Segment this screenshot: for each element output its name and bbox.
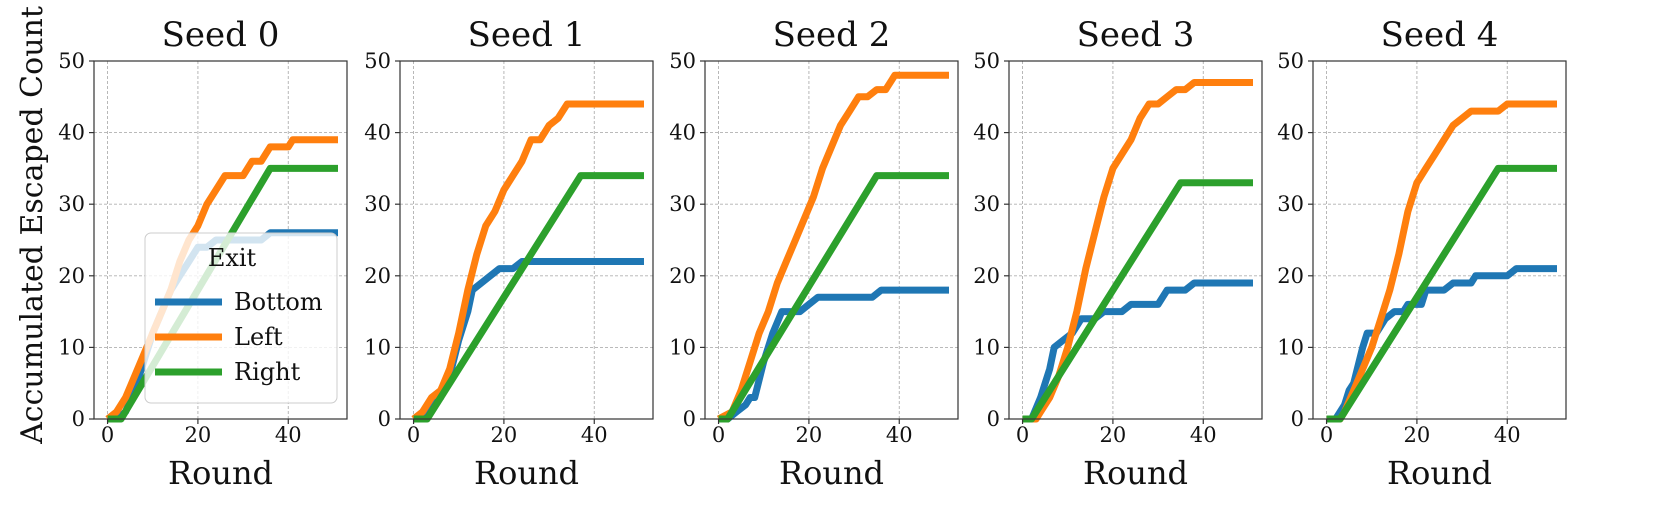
x-tick-label: 40 [886, 423, 913, 447]
legend: Exit Bottom Left Right [144, 232, 338, 404]
plot-frame [399, 60, 654, 420]
series-line-left [105, 136, 338, 422]
y-tick-label: 10 [58, 335, 85, 359]
legend-label-left: Left [234, 323, 283, 351]
x-tick-label: 20 [491, 423, 518, 447]
y-tick-label: 30 [364, 192, 391, 216]
x-tick-label: 40 [1494, 423, 1521, 447]
y-tick-label: 0 [987, 407, 1000, 431]
x-tick-label: 40 [581, 423, 608, 447]
plot-frame [1312, 60, 1567, 420]
x-axis-label: Round [168, 454, 273, 492]
y-tick-label: 50 [364, 49, 391, 73]
x-axis-label: Round [1387, 454, 1492, 492]
y-tick-label: 30 [669, 192, 696, 216]
y-tick-label: 30 [973, 192, 1000, 216]
chart-panel-4: 0 20 40 0 10 20 30 40 50 Seed 4 Round [1277, 15, 1567, 492]
x-tick-label: 20 [185, 423, 212, 447]
y-tick-label: 0 [378, 407, 391, 431]
chart-panel-3: 0 20 40 0 10 20 30 40 50 Seed 3 Round [973, 15, 1263, 492]
chart-title: Seed 1 [468, 15, 586, 55]
series-line-right [1022, 179, 1253, 423]
series-line-left [1326, 100, 1557, 423]
x-tick-label: 20 [1404, 423, 1431, 447]
y-tick-label: 10 [669, 335, 696, 359]
y-tick-label: 10 [973, 335, 1000, 359]
y-tick-label: 20 [58, 264, 85, 288]
x-tick-label: 20 [1100, 423, 1127, 447]
y-tick-label: 50 [669, 49, 696, 73]
y-tick-label: 50 [58, 49, 85, 73]
y-tick-label: 10 [364, 335, 391, 359]
y-tick-label: 40 [1277, 121, 1304, 145]
x-tick-label: 20 [796, 423, 823, 447]
y-tick-label: 0 [683, 407, 696, 431]
chart-panel-1: 0 20 40 0 10 20 30 40 50 Seed 1 Round [364, 15, 654, 492]
x-tick-label: 0 [1320, 423, 1333, 447]
y-tick-label: 50 [1277, 49, 1304, 73]
x-axis-label: Round [1083, 454, 1188, 492]
y-tick-label: 0 [1291, 407, 1304, 431]
x-axis-label: Round [474, 454, 579, 492]
y-tick-label: 10 [1277, 335, 1304, 359]
y-tick-label: 40 [58, 121, 85, 145]
legend-box [144, 232, 338, 404]
chart-title: Seed 2 [773, 15, 891, 55]
x-tick-label: 40 [1190, 423, 1217, 447]
y-tick-label: 40 [364, 121, 391, 145]
y-tick-label: 40 [973, 121, 1000, 145]
y-tick-label: 0 [72, 407, 85, 431]
y-tick-label: 20 [1277, 264, 1304, 288]
series-line-left [716, 71, 949, 423]
y-tick-label: 20 [364, 264, 391, 288]
plot-frame [93, 60, 348, 420]
x-tick-label: 0 [712, 423, 725, 447]
x-tick-label: 0 [101, 423, 114, 447]
plot-frame [704, 60, 959, 420]
y-tick-label: 20 [669, 264, 696, 288]
plot-frame [1008, 60, 1263, 420]
y-tick-label: 30 [58, 192, 85, 216]
chart-title: Seed 4 [1381, 15, 1499, 55]
chart-title: Seed 3 [1077, 15, 1195, 55]
chart-title: Seed 0 [162, 15, 280, 55]
legend-label-bottom: Bottom [234, 288, 323, 316]
series-line-right [413, 172, 644, 423]
y-tick-label: 20 [973, 264, 1000, 288]
y-tick-label: 30 [1277, 192, 1304, 216]
y-axis-label: Accumulated Escaped Count [15, 6, 50, 445]
x-tick-label: 0 [407, 423, 420, 447]
x-tick-label: 40 [275, 423, 302, 447]
series-line-bottom [1326, 265, 1557, 423]
legend-title: Exit [208, 244, 257, 272]
y-tick-label: 50 [973, 49, 1000, 73]
legend-label-right: Right [234, 358, 301, 386]
x-axis-label: Round [779, 454, 884, 492]
x-tick-label: 0 [1016, 423, 1029, 447]
series-line-left [411, 100, 644, 422]
chart-panel-2: 0 20 40 0 10 20 30 40 50 Seed 2 Round [669, 15, 959, 492]
series-line-right [1326, 164, 1557, 423]
series-line-bottom [1022, 279, 1253, 423]
y-tick-label: 40 [669, 121, 696, 145]
series-line-bottom [413, 258, 644, 423]
chart-panels: 0 20 40 0 10 20 30 40 50 Seed 0 Round 0 20 40 0 10 20 30 4… [58, 15, 1567, 492]
